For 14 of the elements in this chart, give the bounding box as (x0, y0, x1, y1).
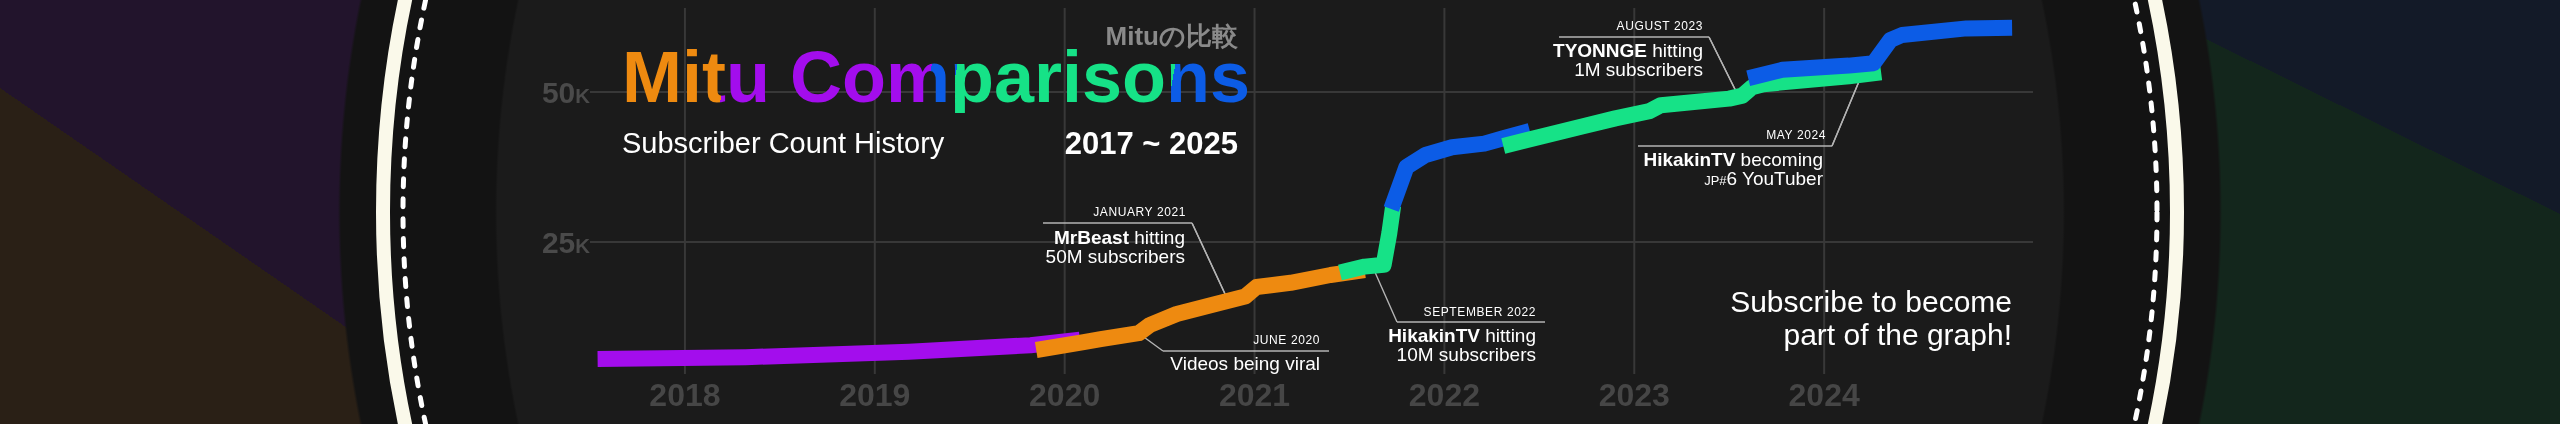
annotation: Mituの比較 (1105, 20, 1238, 51)
annotation: AUGUST 2023 (1616, 18, 1703, 33)
annotation: HikakinTV becoming JP#6 YouTuber (1642, 148, 1823, 191)
annotation: Subscribe to become part of the graph! (1729, 285, 2012, 352)
annotation: 2017 ~ 2025 (1064, 125, 1238, 161)
annotation: MrBeast hitting 50M subscribers (1044, 226, 1185, 268)
annotation: JANUARY 2021 (1093, 204, 1186, 219)
annotation: TYONNGE hitting 1M subscribers (1552, 39, 1703, 81)
text: Subscriber Count History (622, 127, 945, 160)
annotation: HikakinTV hitting 10M subscribers (1387, 324, 1536, 366)
annotation: JUNE 2020 (1253, 332, 1320, 347)
annotation: Videos being viral (1169, 352, 1320, 374)
annotation: MAY 2024 (1766, 127, 1826, 142)
annotation: SEPTEMBER 2022 (1423, 304, 1536, 319)
